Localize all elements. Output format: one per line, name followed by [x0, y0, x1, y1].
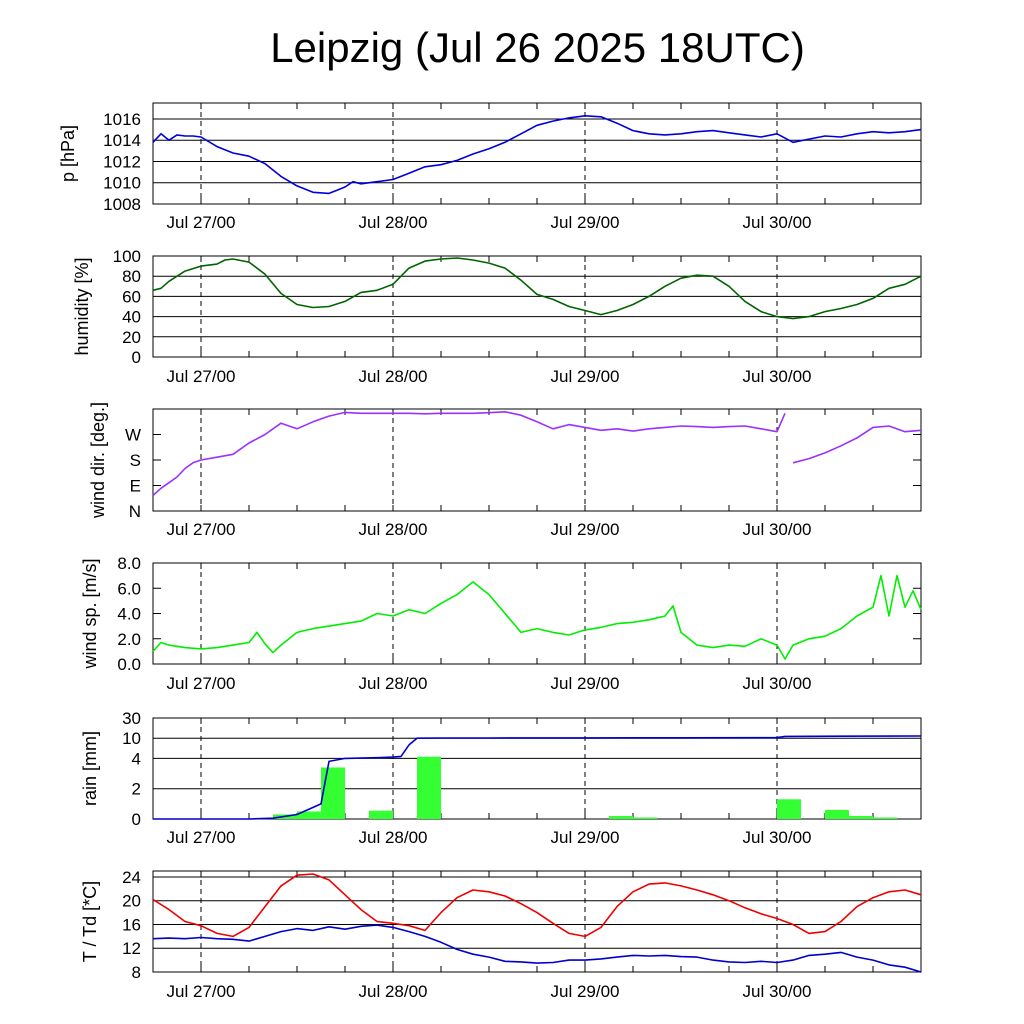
y-tick-label: 1014 — [103, 131, 141, 150]
y-tick-label: 24 — [122, 868, 141, 887]
y-tick-label: 20 — [122, 328, 141, 347]
y-tick-label: 30 — [122, 709, 141, 728]
y-tick-label: 10 — [122, 729, 141, 748]
y-tick-label: 8 — [132, 963, 141, 982]
series-line — [152, 873, 922, 938]
series-line — [152, 574, 922, 660]
series-line — [152, 115, 922, 195]
panel-wind_speed: 0.0 2.0 4.0 6.0 8.0 Jul 27/00 Jul 28/00 Jul 29/… — [80, 554, 922, 693]
rain-bar — [417, 756, 441, 819]
y-tick-label: 2.0 — [117, 630, 141, 649]
y-tick-label: E — [130, 477, 141, 496]
x-tick-label: Jul 29/00 — [551, 828, 620, 847]
rain-bar — [825, 809, 849, 819]
y-tick-label: 100 — [113, 247, 141, 266]
x-tick-label: Jul 28/00 — [359, 674, 428, 693]
y-tick-label: 1010 — [103, 174, 141, 193]
plot-frame — [152, 562, 922, 665]
y-tick-label: 4 — [132, 749, 141, 768]
y-tick-label: 40 — [122, 308, 141, 327]
series-line — [153, 735, 922, 820]
panel-temperature: 8 12 16 20 24 Jul 27/00 Jul 28/00 Jul 29/00 Jul … — [80, 868, 922, 1001]
rain-bar — [609, 815, 633, 819]
y-tick-label: S — [130, 451, 141, 470]
y-tick-label: 6.0 — [117, 579, 141, 598]
x-tick-label: Jul 30/00 — [743, 367, 812, 386]
x-tick-label: Jul 29/00 — [551, 213, 620, 232]
y-tick-label: 8.0 — [117, 554, 141, 573]
panel-pressure: 1008 1010 1012 1014 1016 Jul 27/00 Jul 28/00 Ju… — [58, 102, 922, 232]
chart-title: Leipzig (Jul 26 2025 18UTC) — [270, 24, 805, 71]
x-tick-label: Jul 27/00 — [167, 213, 236, 232]
x-tick-label: Jul 27/00 — [167, 367, 236, 386]
x-tick-label: Jul 28/00 — [359, 982, 428, 1001]
rain-bar — [297, 811, 321, 819]
plot-frame — [152, 717, 922, 820]
y-tick-label: 0 — [132, 348, 141, 367]
y-axis-label: rain [mm] — [80, 731, 100, 806]
x-tick-label: Jul 28/00 — [359, 520, 428, 539]
y-axis-label: wind dir. [deg.] — [88, 402, 108, 519]
x-tick-label: Jul 30/00 — [743, 982, 812, 1001]
rain-bar — [873, 817, 897, 819]
rain-bar — [321, 767, 345, 819]
rain-bar — [369, 810, 393, 819]
y-tick-label: 1008 — [103, 195, 141, 214]
y-tick-label: 12 — [122, 939, 141, 958]
plot-frame — [152, 102, 922, 205]
x-tick-label: Jul 27/00 — [167, 828, 236, 847]
y-tick-label: 0.0 — [117, 655, 141, 674]
y-tick-label: 0 — [132, 810, 141, 829]
y-tick-label: N — [129, 502, 141, 521]
x-tick-label: Jul 29/00 — [551, 674, 620, 693]
rain-bar — [849, 815, 873, 819]
y-axis-label: humidity [%] — [72, 257, 92, 355]
y-tick-label: 1016 — [103, 110, 141, 129]
x-tick-label: Jul 29/00 — [551, 982, 620, 1001]
plot-frame — [152, 255, 922, 358]
y-axis-label: wind sp. [m/s] — [80, 558, 100, 669]
x-tick-label: Jul 29/00 — [551, 520, 620, 539]
x-tick-label: Jul 27/00 — [167, 520, 236, 539]
y-tick-label: 4.0 — [117, 605, 141, 624]
x-tick-label: Jul 28/00 — [359, 367, 428, 386]
x-tick-label: Jul 30/00 — [743, 213, 812, 232]
y-tick-label: W — [125, 426, 141, 445]
x-tick-label: Jul 30/00 — [743, 828, 812, 847]
y-tick-label: 60 — [122, 287, 141, 306]
x-tick-label: Jul 27/00 — [167, 674, 236, 693]
y-tick-label: 16 — [122, 915, 141, 934]
y-axis-label: p [hPa] — [58, 125, 78, 182]
x-tick-label: Jul 30/00 — [743, 520, 812, 539]
y-axis-label: T / Td [*C] — [80, 881, 100, 962]
x-tick-label: Jul 28/00 — [359, 828, 428, 847]
rain-bar — [633, 817, 657, 819]
x-tick-label: Jul 29/00 — [551, 367, 620, 386]
y-tick-label: 80 — [122, 267, 141, 286]
x-tick-label: Jul 28/00 — [359, 213, 428, 232]
x-tick-label: Jul 30/00 — [743, 674, 812, 693]
y-tick-label: 2 — [132, 780, 141, 799]
rain-bar — [777, 799, 801, 819]
series-line — [152, 257, 922, 320]
x-tick-label: Jul 27/00 — [167, 982, 236, 1001]
series-line — [152, 411, 922, 496]
y-tick-label: 1012 — [103, 152, 141, 171]
y-tick-label: 20 — [122, 892, 141, 911]
series-line — [152, 924, 922, 973]
